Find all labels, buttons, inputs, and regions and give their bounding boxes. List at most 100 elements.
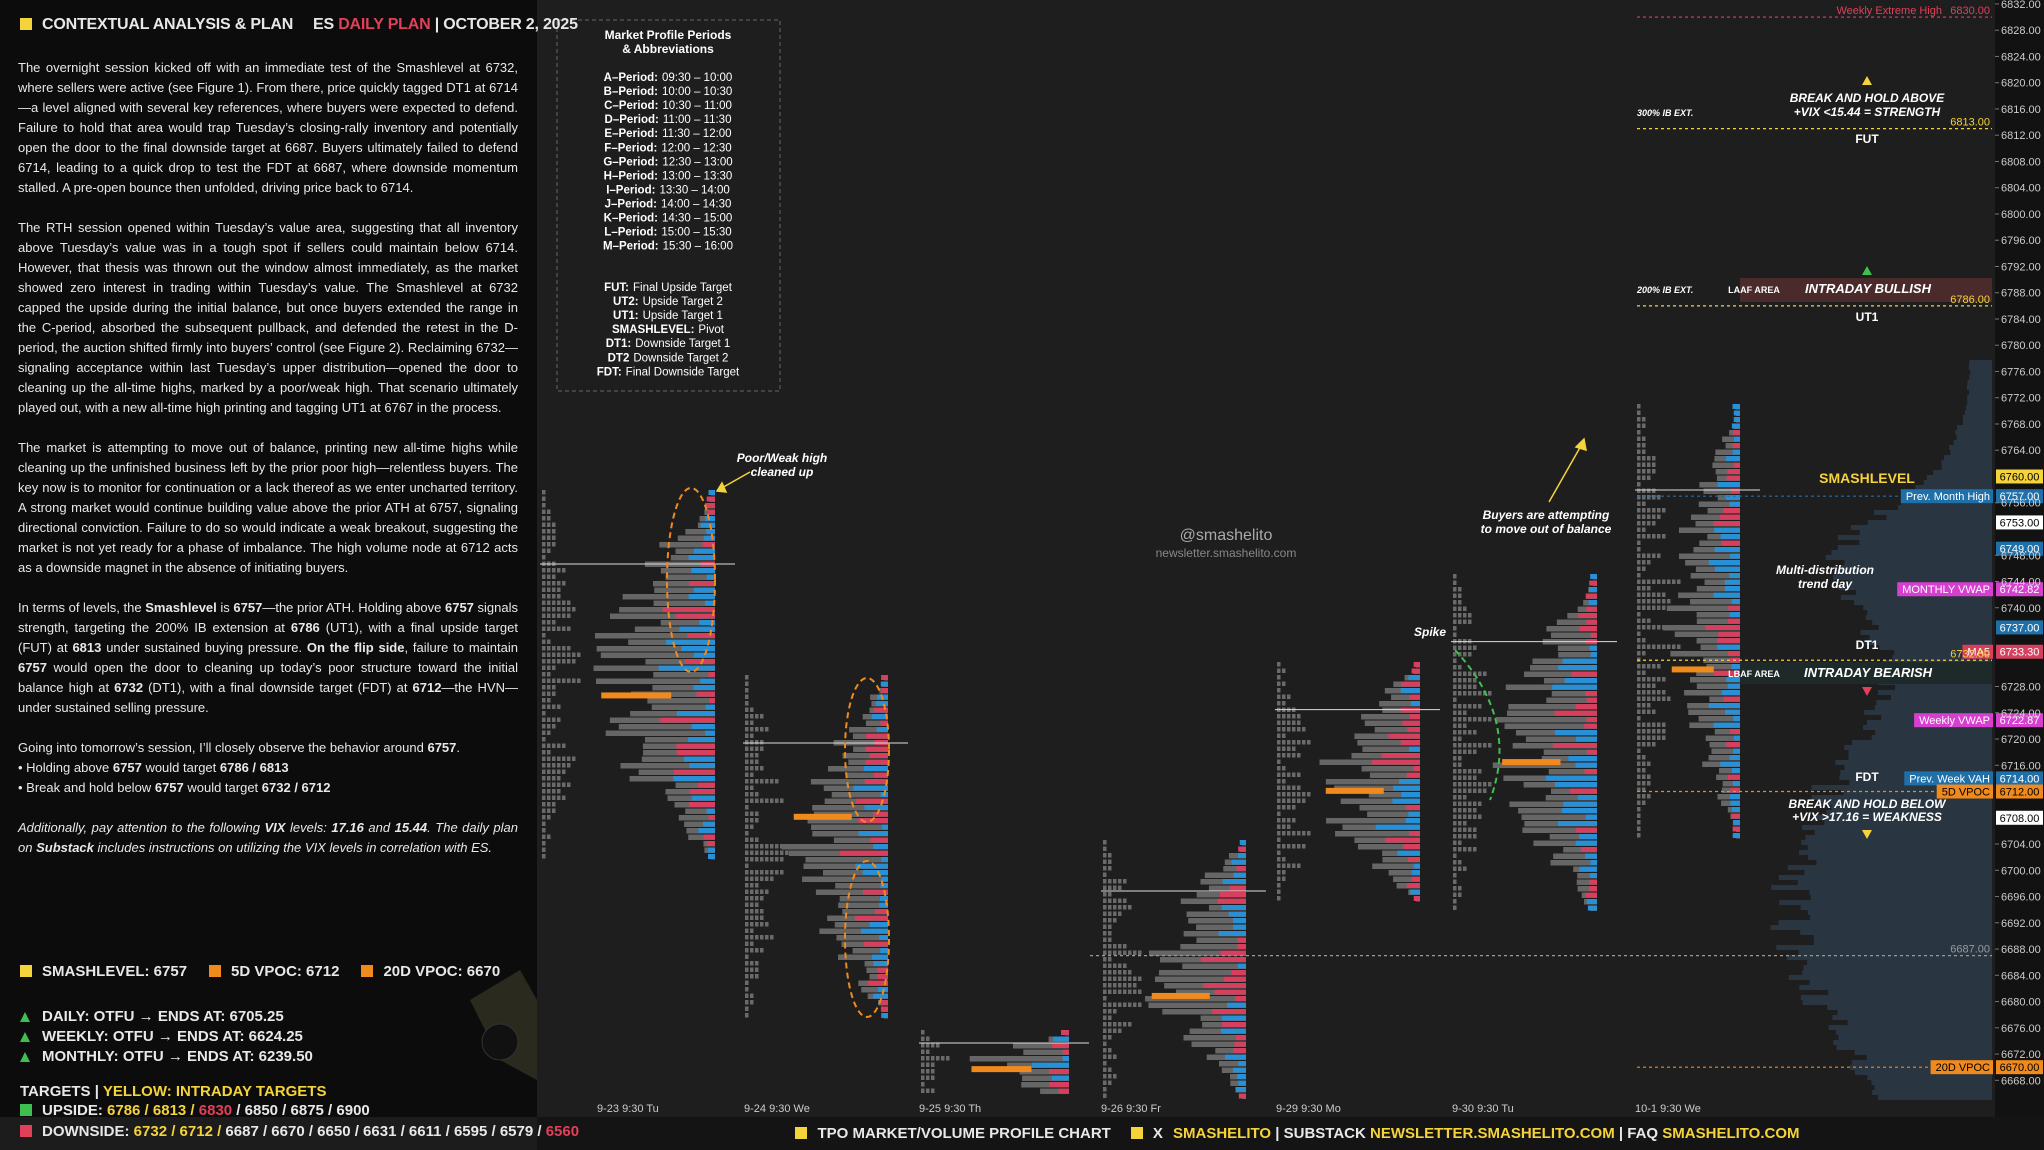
vol-bar [1723,696,1740,702]
y-tick-label: 6792.00 [2001,261,2041,273]
vol-bar [1589,587,1597,592]
tpo-letter [1647,514,1651,519]
key: E–Period: [604,128,658,140]
vol-bar [1228,911,1246,917]
tpo-letter [1637,488,1641,493]
tpo-letter [1453,658,1457,663]
vol-bar [872,954,888,960]
vol-bar [880,948,888,953]
tpo-letter [542,704,546,709]
level-box [1996,784,2043,799]
tpo-letter [1453,788,1457,793]
tpo-bar [838,954,888,960]
vol-bar [862,889,888,895]
tpo-bar [641,756,715,762]
tpo-letter [765,850,769,855]
vol-bar [1575,827,1597,833]
volume-profile [1825,555,1992,560]
vol-bar [1051,1043,1069,1048]
tpo-letter [750,746,754,751]
tpo-letter [1302,831,1306,836]
level-name-bg [1904,771,1993,786]
tpo-letter [1453,808,1457,813]
tpo-letter [745,733,749,738]
tpo-letter [1108,905,1112,910]
vol-bar [1552,684,1597,690]
y-tick-label: 6692.00 [2001,918,2041,930]
vol-bar [1575,840,1597,846]
tpo-letter [547,698,551,703]
vol-bar [704,600,715,606]
tpo-letter [1652,690,1656,695]
tpo-letter [1103,1080,1107,1085]
tpo-letter [1307,792,1311,797]
tpo-letter [1453,736,1457,741]
tpo-letter [1652,592,1656,597]
box-row: SMASHLEVEL: Pivot [612,324,725,336]
tpo-letter [926,1069,930,1074]
tpo-bar [1545,795,1597,801]
vol-bar [1552,743,1597,748]
level-label: 6708.00 [2000,813,2040,825]
tpo-letter [745,1006,749,1011]
tpo-letter [562,568,566,573]
tpo-letter [557,717,561,722]
tpo-letter [542,782,546,787]
vol-bar [1410,714,1420,719]
tpo-letter [1637,813,1641,818]
key: B–Period: [604,86,658,98]
tpo-bar [1504,723,1597,729]
vol-bar [688,581,715,586]
y-tick-label: 6784.00 [2001,314,2041,326]
tpo-letter [1458,795,1462,800]
tpo-letter [775,850,779,855]
tpo-bar [1379,701,1420,707]
tpo-letter [547,776,551,781]
tpo-bar [1722,781,1740,787]
tpo-letter [745,675,749,680]
vol-bar [1729,612,1740,617]
tpo-letter [1277,740,1281,745]
tpo-letter [1277,759,1281,764]
tpo-letter [1453,626,1457,631]
tpo-letter [745,805,749,810]
tpo-letter [1118,989,1122,994]
tpo-letter [1642,495,1646,500]
tpo-letter [1473,769,1477,774]
tpo-letter [1652,514,1656,519]
tpo-letter [577,678,581,683]
tpo-letter [1123,970,1127,975]
volume-profile [1771,885,1992,890]
volume-profile [1865,640,1992,645]
vol-bar [1554,710,1597,716]
tpo-bar [665,574,715,580]
volume-profile [1809,980,1992,985]
tpo-bar [1361,714,1420,720]
tpo-letter [745,681,749,686]
vol-bar [1733,430,1740,435]
tpo-letter [755,935,759,940]
tpo-letter [542,750,546,755]
vol-bar [873,961,888,966]
tpo-bar [1708,755,1740,761]
tpo-bar [838,902,888,908]
tpo-bar [1577,886,1597,892]
tpo-letter [1287,824,1291,829]
tpo-letter [1458,743,1462,748]
tpo-bar [812,805,888,811]
tpo-letter [552,574,556,579]
vol-bar [1392,798,1420,804]
tpo-letter [552,594,556,599]
tpo-letter [1667,579,1671,584]
tpo-letter [1453,847,1457,852]
text: YELLOW: INTRADAY TARGETS [102,1083,327,1100]
tpo-letter [1108,924,1112,929]
text: 6757 [444,600,474,615]
tpo-letter [557,678,561,683]
vol-bar [688,555,715,560]
tpo-bar [1709,742,1740,748]
volume-profile [1804,870,1992,875]
volume-profile [1967,400,1992,405]
vol-bar [880,883,888,888]
tpo-letter [770,935,774,940]
